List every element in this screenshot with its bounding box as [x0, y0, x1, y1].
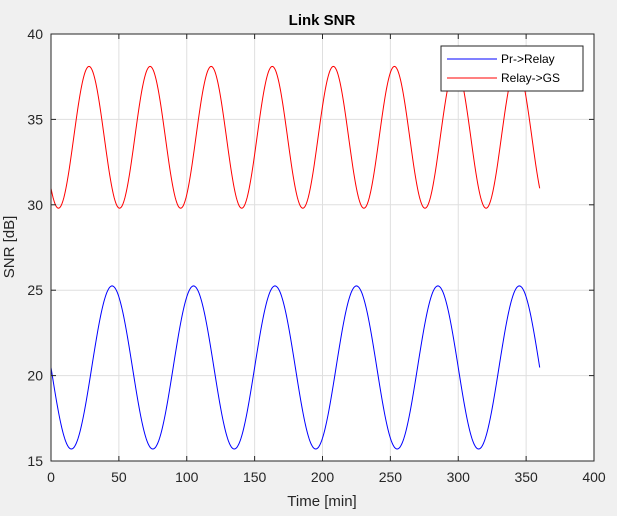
legend-box	[440, 45, 584, 92]
y-tick-label: 25	[27, 282, 43, 298]
x-tick-label: 100	[175, 469, 199, 485]
y-tick-label: 20	[27, 368, 43, 384]
y-axis-label: SNR [dB]	[1, 216, 18, 279]
y-tick-label: 30	[27, 197, 43, 213]
x-tick-label: 300	[447, 469, 471, 485]
x-tick-label: 250	[379, 469, 403, 485]
x-tick-label: 150	[243, 469, 267, 485]
x-tick-label: 0	[47, 469, 55, 485]
y-tick-label: 15	[27, 453, 43, 469]
x-tick-label: 200	[311, 469, 335, 485]
x-tick-label: 350	[514, 469, 538, 485]
y-tick-label: 40	[27, 26, 43, 42]
x-axis-label: Time [min]	[287, 493, 356, 510]
y-axis-ticks: 15 20 25 30 35 40	[27, 26, 594, 469]
legend-label-relay-gs: Relay->GS	[501, 71, 560, 85]
x-tick-label: 50	[111, 469, 127, 485]
y-tick-label: 35	[27, 111, 43, 127]
legend-label-pr-relay: Pr->Relay	[501, 52, 555, 66]
chart-title: Link SNR	[289, 12, 356, 29]
x-axis-ticks: 0 50 100 150 200 250 300 350 400	[47, 34, 606, 485]
series-line-0	[50, 285, 541, 450]
x-tick-label: 400	[582, 469, 606, 485]
legend: Pr->Relay Relay->GS	[440, 45, 584, 92]
